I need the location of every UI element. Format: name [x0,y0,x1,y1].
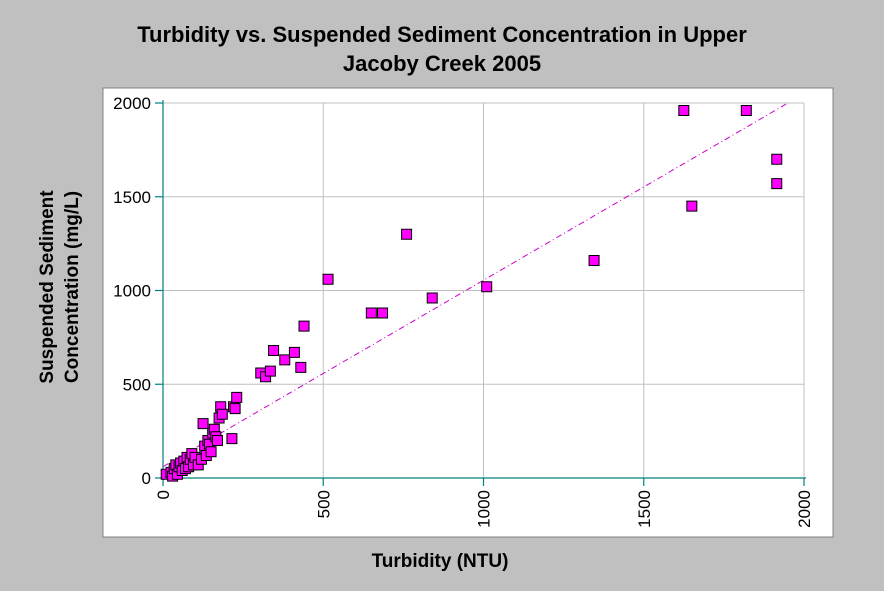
data-point [678,105,690,116]
x-tick-label: 1500 [635,490,654,528]
x-tick-labels: 0 500 1000 1500 2000 [154,490,814,528]
data-point [771,153,783,165]
x-tick-label: 2000 [795,490,814,528]
y-tick-label: 1500 [113,188,151,207]
data-point [205,446,217,458]
y-axis-label-line1: Suspended Sediment [37,190,58,384]
data-point [322,273,334,285]
data-point [771,178,783,190]
y-tick-label: 0 [142,469,151,488]
data-point [216,408,228,420]
y-tick-labels: 0 500 1000 1500 2000 [113,94,151,488]
x-tick-label: 500 [314,490,333,518]
data-point [298,320,310,332]
data-point [229,403,241,415]
data-point [481,281,493,293]
data-point [268,345,280,356]
data-point [740,105,752,116]
data-point [226,433,238,445]
chart-title-line1: Turbidity vs. Suspended Sediment Concent… [137,22,747,47]
data-point [231,391,243,403]
data-point [588,255,600,266]
data-point [264,365,276,377]
x-axis-label: Turbidity (NTU) [372,551,509,572]
x-tick-label: 0 [154,490,173,499]
data-point [365,307,377,319]
plot-outer-frame [102,87,834,538]
data-point [377,307,389,319]
data-point [279,354,291,366]
y-axis-label-line2: Concentration (mg/L) [62,191,83,383]
axes [155,100,806,486]
data-point [288,346,300,358]
data-point [211,435,223,446]
data-point [686,200,698,212]
data-point [401,228,413,240]
chart-title: Turbidity vs. Suspended Sediment Concent… [0,20,884,78]
trendline [162,102,789,468]
y-tick-label: 2000 [113,94,151,113]
x-tick-label: 1000 [475,490,494,528]
chart-title-line2: Jacoby Creek 2005 [342,51,542,76]
data-points [160,105,783,482]
y-tick-label: 1000 [113,282,151,301]
data-point [426,292,438,304]
y-tick-label: 500 [123,375,151,394]
data-point [295,361,307,373]
data-point [197,418,209,430]
grid-lines [163,102,805,478]
